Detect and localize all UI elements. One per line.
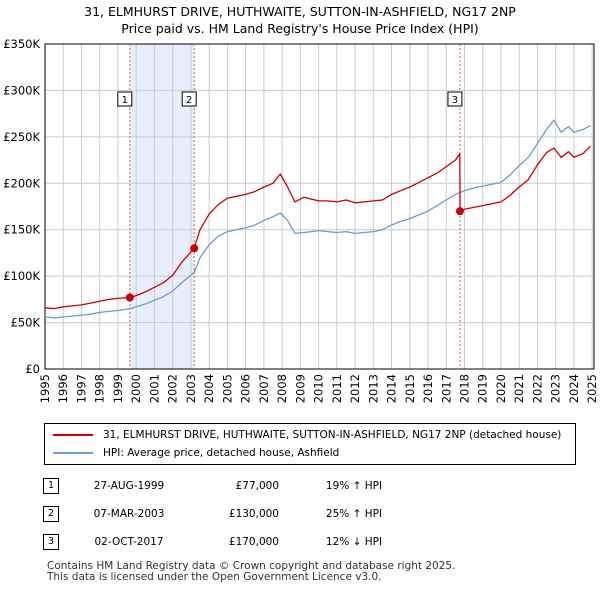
sale-label-box	[447, 91, 463, 107]
x-tick-label: 2008	[275, 374, 289, 403]
sale-number-badge: 2	[43, 506, 59, 522]
x-tick-label: 2000	[129, 374, 143, 403]
table-row: 1 27-AUG-1999 £77,000 19% ↑ HPI	[38, 472, 429, 500]
x-tick-label: 1999	[111, 374, 125, 403]
legend-label-property: 31, ELMHURST DRIVE, HUTHWAITE, SUTTON-IN…	[103, 429, 562, 441]
x-tick-label: 2007	[257, 374, 271, 403]
x-tick-label: 2019	[476, 374, 490, 403]
y-tick-label: £200K	[3, 176, 40, 190]
hpi-line	[44, 119, 591, 319]
x-tick-label: 2017	[439, 374, 453, 403]
sale-label-number: 2	[186, 95, 192, 106]
x-tick-label: 2013	[366, 374, 380, 403]
x-tick-label: 2011	[330, 374, 344, 403]
x-tick-label: 2005	[220, 374, 234, 403]
chart-legend: 31, ELMHURST DRIVE, HUTHWAITE, SUTTON-IN…	[44, 423, 576, 465]
x-tick-label: 2016	[421, 374, 435, 403]
x-tick-label: 2002	[166, 374, 180, 403]
x-tick-label: 2012	[348, 374, 362, 403]
y-tick-label: £100K	[3, 269, 40, 283]
sale-point	[125, 293, 134, 302]
sale-hpi-comparison: 19% ↑ HPI	[325, 480, 383, 492]
sale-label-box	[117, 91, 133, 107]
x-tick-label: 2009	[293, 374, 307, 403]
x-tick-label: 2022	[530, 374, 544, 403]
sale-price: £130,000	[228, 508, 279, 520]
footer-copyright: Contains HM Land Registry data © Crown c…	[47, 560, 456, 572]
chart-title-line2: Price paid vs. HM Land Registry's House …	[121, 21, 479, 36]
x-tick-label: 2024	[567, 374, 581, 403]
chart-title-line1: 31, ELMHURST DRIVE, HUTHWAITE, SUTTON-IN…	[84, 4, 516, 19]
footer-licence: This data is licensed under the Open Gov…	[47, 571, 382, 583]
sale-date: 02-OCT-2017	[94, 536, 164, 548]
x-tick-label: 1996	[56, 374, 70, 403]
price-chart: £0 £50K £100K £150K £200K £250K £300K £350K 1995…	[3, 37, 599, 403]
plot-frame	[44, 43, 595, 370]
y-tick-label: £0	[25, 362, 40, 376]
sale-price: £77,000	[235, 480, 279, 492]
sale-number-badge: 1	[43, 478, 59, 494]
sale-number-badge: 3	[43, 534, 59, 550]
sale-hpi-comparison: 25% ↑ HPI	[325, 508, 383, 520]
x-tick-label: 2001	[147, 374, 161, 403]
y-tick-label: £250K	[3, 130, 40, 144]
x-tick-label: 2004	[202, 374, 216, 403]
sale-label-box	[181, 91, 197, 107]
legend-swatch-hpi	[53, 452, 93, 454]
sale-price: £170,000	[228, 536, 279, 548]
sale-date: 07-MAR-2003	[93, 508, 165, 520]
y-tick-label: £350K	[3, 37, 40, 51]
legend-item-property: 31, ELMHURST DRIVE, HUTHWAITE, SUTTON-IN…	[53, 426, 561, 444]
x-tick-label: 2006	[239, 374, 253, 403]
x-tick-label: 2003	[184, 374, 198, 403]
sales-table: 1 27-AUG-1999 £77,000 19% ↑ HPI 2 07-MAR…	[38, 472, 429, 556]
property-price-line	[44, 145, 591, 310]
x-tick-label: 2015	[403, 374, 417, 403]
table-row: 2 07-MAR-2003 £130,000 25% ↑ HPI	[38, 500, 429, 528]
x-tick-label: 2021	[512, 374, 526, 403]
sale-point	[190, 244, 199, 253]
x-tick-label: 1997	[74, 374, 88, 403]
x-tick-label: 1998	[93, 374, 107, 403]
x-tick-label: 1995	[38, 374, 52, 403]
sale-hpi-comparison: 12% ↓ HPI	[325, 536, 383, 548]
sale-date: 27-AUG-1999	[93, 480, 165, 492]
x-tick-label: 2018	[458, 374, 472, 403]
footer-attribution: Contains HM Land Registry data © Crown c…	[47, 561, 455, 583]
y-tick-label: £50K	[11, 316, 41, 330]
x-tick-label: 2025	[585, 374, 599, 403]
y-tick-label: £150K	[3, 223, 40, 237]
legend-swatch-property	[53, 434, 93, 436]
x-tick-label: 2014	[385, 374, 399, 403]
table-row: 3 02-OCT-2017 £170,000 12% ↓ HPI	[38, 528, 429, 556]
x-tick-label: 2023	[549, 374, 563, 403]
legend-item-hpi: HPI: Average price, detached house, Ashf…	[53, 444, 339, 462]
sale-label-number: 3	[452, 95, 458, 106]
sale-label-number: 1	[122, 95, 128, 106]
legend-label-hpi: HPI: Average price, detached house, Ashf…	[103, 447, 340, 459]
sale-point	[455, 207, 464, 216]
y-tick-label: £300K	[3, 83, 40, 97]
x-tick-label: 2010	[312, 374, 326, 403]
x-tick-label: 2020	[494, 374, 508, 403]
